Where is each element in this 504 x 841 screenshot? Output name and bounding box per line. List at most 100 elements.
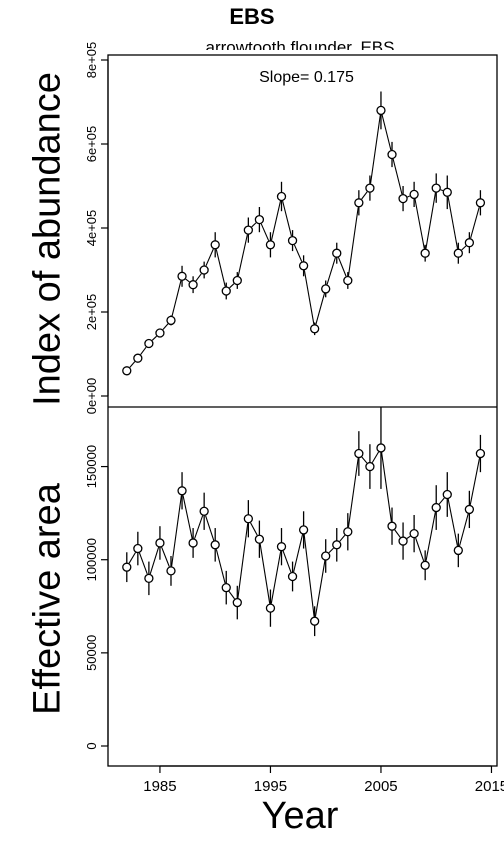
top-series-segment — [215, 249, 226, 287]
top-series-segment — [337, 257, 347, 277]
plot-title: arrowtooth flounder, EBS — [205, 38, 395, 50]
bottom-data-point — [265, 603, 276, 613]
bottom-series-segment — [458, 513, 469, 547]
top-data-point — [464, 238, 475, 248]
top-data-point — [144, 338, 154, 349]
top-data-point — [188, 280, 198, 290]
bottom-data-point — [144, 573, 154, 583]
bottom-series-segment — [215, 549, 226, 584]
bottom-series-segment — [138, 552, 148, 575]
bottom-data-point — [221, 583, 231, 593]
bottom-series-segment — [394, 529, 401, 538]
top-series-segment — [140, 346, 147, 355]
bottom-series-segment — [282, 550, 292, 573]
bottom-data-point — [464, 504, 475, 515]
top-series-segment — [407, 195, 411, 198]
top-data-point — [475, 198, 486, 208]
top-series-segment — [461, 245, 467, 251]
top-series-segment — [151, 335, 157, 341]
top-data-point — [365, 183, 375, 193]
bottom-series-segment — [194, 515, 204, 539]
slope-annotation: Slope= 0.175 — [259, 69, 354, 86]
bottom-data-point — [343, 527, 353, 537]
bottom-series-segment — [469, 457, 481, 506]
top-ytick-label: 6e+05 — [84, 126, 99, 163]
bottom-data-point — [177, 486, 187, 496]
bottom-series-segment — [415, 537, 425, 562]
top-data-point — [276, 191, 287, 202]
bottom-series-segment — [406, 535, 411, 539]
top-data-point — [210, 240, 220, 250]
top-data-point — [221, 286, 231, 296]
top-data-point — [265, 240, 276, 250]
bottom-series-segment — [328, 547, 334, 554]
bottom-series-segment — [381, 452, 392, 522]
bottom-data-point — [376, 443, 386, 453]
bottom-data-point — [365, 461, 375, 472]
bottom-ytick-label: 50000 — [84, 635, 99, 671]
top-ytick-label: 8e+05 — [84, 42, 99, 79]
top-data-point — [442, 187, 452, 197]
bottom-ytick-label: 100000 — [84, 538, 99, 581]
top-series-segment — [347, 207, 359, 277]
top-data-point — [133, 353, 143, 363]
bottom-data-point — [332, 540, 342, 550]
bottom-ytick-label: 0 — [84, 742, 99, 749]
x-axis-label: Year — [261, 795, 339, 837]
bottom-series-segment — [371, 451, 380, 463]
xtick-label: 2005 — [364, 778, 397, 795]
top-data-point — [177, 271, 187, 281]
bottom-series-segment — [182, 495, 193, 539]
top-series-segment — [326, 257, 336, 285]
plot-frame — [107, 54, 498, 767]
bottom-data-point — [166, 566, 176, 576]
top-series-segment — [361, 191, 368, 200]
bottom-series-segment — [339, 534, 346, 542]
bottom-data-point — [133, 543, 143, 554]
top-series-segment — [392, 158, 403, 195]
top-data-point — [354, 198, 364, 208]
xtick-label: 1995 — [254, 778, 287, 795]
bottom-series-segment — [347, 458, 359, 528]
top-series-segment — [251, 222, 257, 228]
bottom-data-point — [199, 506, 209, 516]
top-data-point — [243, 225, 253, 235]
bottom-series-segment — [361, 456, 368, 464]
bottom-data-point — [155, 538, 165, 548]
top-series-segment — [129, 361, 136, 368]
bottom-data-point — [122, 562, 132, 572]
bottom-series-segment — [438, 497, 445, 505]
bottom-series-segment — [128, 552, 136, 564]
top-data-point — [321, 284, 331, 294]
top-series-segment — [185, 278, 190, 283]
bottom-data-point — [188, 538, 198, 548]
top-series-segment — [381, 114, 392, 151]
top-ytick-label: 0e+00 — [84, 378, 99, 415]
top-data-point — [453, 248, 463, 258]
top-series-segment — [440, 189, 444, 192]
top-data-point — [409, 189, 419, 200]
top-series-segment — [303, 270, 315, 325]
top-series-segment — [171, 280, 182, 317]
bottom-data-point — [232, 597, 242, 608]
top-data-point — [332, 248, 342, 258]
top-ytick-label: 4e+05 — [84, 210, 99, 247]
figure-title: EBS — [229, 4, 275, 29]
bottom-ytick-label: 150000 — [84, 445, 99, 488]
top-data-point — [254, 214, 265, 225]
top-series-segment — [414, 198, 425, 249]
bottom-series-segment — [270, 551, 282, 604]
bottom-series-segment — [149, 547, 160, 575]
top-data-point — [387, 149, 397, 160]
xtick-label: 1985 — [143, 778, 176, 795]
bottom-data-point — [287, 571, 298, 582]
bottom-series-segment — [237, 523, 249, 599]
top-data-point — [166, 315, 176, 326]
bottom-data-point — [354, 448, 364, 459]
bottom-data-point — [398, 536, 408, 546]
bottom-series-segment — [293, 534, 304, 573]
top-data-point — [287, 235, 298, 246]
bottom-data-point — [321, 551, 331, 561]
top-data-point — [431, 183, 441, 193]
